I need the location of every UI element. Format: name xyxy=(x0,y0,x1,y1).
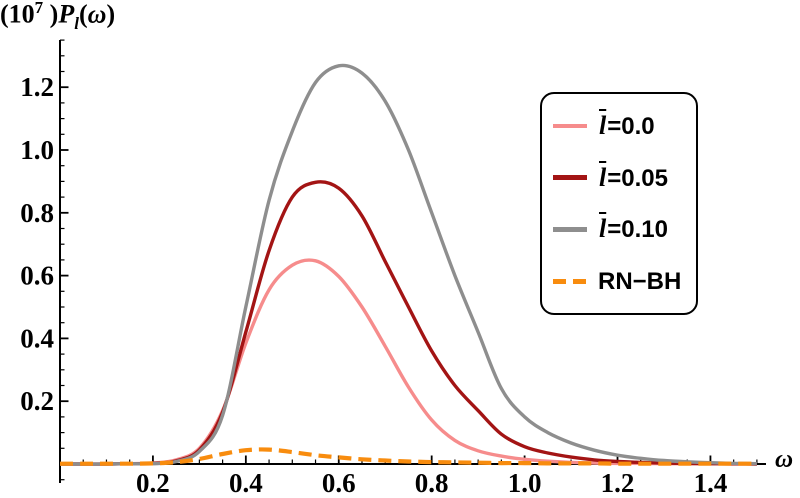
legend-value: =0.10 xyxy=(607,216,668,244)
y-tick-label: 1.2 xyxy=(20,72,54,102)
legend-value: =0.0 xyxy=(607,112,655,140)
title-paren-open2: ( xyxy=(78,0,88,29)
title-paren-close: ) xyxy=(43,0,59,29)
legend-value: RN−BH xyxy=(598,268,682,296)
legend-item-rnbh: RN−BH xyxy=(542,268,696,294)
title-symbol-p: P xyxy=(58,0,75,29)
y-tick-label: 0.8 xyxy=(20,198,54,228)
legend-item-l005: l=0.05 xyxy=(542,162,696,192)
y-tick-label: 0.6 xyxy=(20,261,54,291)
x-tick-label: 1.4 xyxy=(694,468,728,498)
legend-line-darkred xyxy=(553,175,587,180)
title-omega: ω xyxy=(87,0,107,29)
title-subscript-l: l xyxy=(74,13,79,33)
legend-item-l010: l=0.10 xyxy=(542,216,696,242)
title-paren-open: (10 xyxy=(0,0,35,29)
x-tick-label: 0.6 xyxy=(322,468,356,498)
y-tick-label: 0.4 xyxy=(20,323,54,353)
legend-line-gray xyxy=(553,227,587,232)
x-tick-label: 0.8 xyxy=(415,468,449,498)
x-tick-label: 0.4 xyxy=(229,468,263,498)
x-tick-label: 0.2 xyxy=(136,468,170,498)
x-tick-label: 1.0 xyxy=(508,468,542,498)
x-axis-label: ω xyxy=(775,446,794,473)
legend-line-orange-dashed xyxy=(553,278,587,284)
legend-var-lbar: l xyxy=(599,110,607,140)
legend-line-pink xyxy=(553,123,587,129)
x-tick-label: 1.2 xyxy=(601,468,635,498)
curve-rn-bh xyxy=(60,447,757,466)
y-tick-label: 0.2 xyxy=(20,386,54,416)
legend-value: =0.05 xyxy=(607,164,668,192)
legend-item-l00: l=0.0 xyxy=(542,110,696,140)
title-paren-close2: ) xyxy=(106,0,116,29)
title-exponent: 7 xyxy=(34,0,44,17)
curve-l-2 xyxy=(59,63,757,466)
y-axis-title: (107 )Pl(ω) xyxy=(0,0,115,34)
legend: l=0.0 l=0.05 l=0.10 RN−BH xyxy=(540,92,698,315)
legend-var-lbar: l xyxy=(599,214,607,244)
legend-var-lbar: l xyxy=(599,162,607,192)
y-tick-label: 1.0 xyxy=(20,135,54,165)
